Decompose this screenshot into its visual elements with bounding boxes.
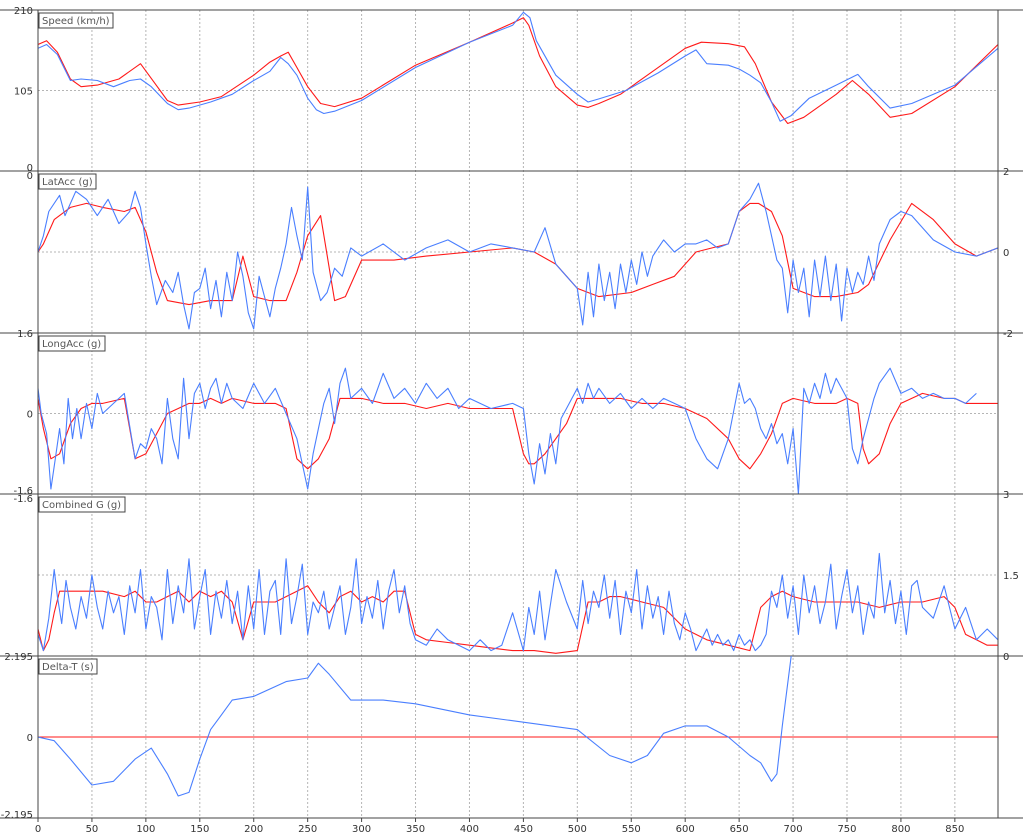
- x-tick-label-8: 400: [460, 824, 479, 835]
- x-tick-label-2: 100: [136, 824, 155, 835]
- x-tick-label-14: 700: [784, 824, 803, 835]
- panel-3-series-0-line: [38, 585, 998, 654]
- panel-1-right-tick-2: -2: [1003, 329, 1013, 340]
- x-tick-label-13: 650: [730, 824, 749, 835]
- panel-3-right-tick-1: 1.5: [1003, 571, 1019, 582]
- panel-3-right-tick-0: 3: [1003, 490, 1009, 501]
- panel-4-left-tick-2: -2.195: [1, 810, 33, 821]
- panel-3-right-tick-2: 0: [1003, 652, 1009, 663]
- x-tick-label-9: 450: [514, 824, 533, 835]
- x-tick-label-16: 800: [891, 824, 910, 835]
- panel-2-title-box: [38, 335, 106, 352]
- panel-4-left-tick-1: 0: [27, 733, 33, 744]
- panel-0-left-tick-1: 105: [14, 87, 33, 98]
- panel-2-left-tick-2: -1.6: [13, 486, 33, 497]
- panel-2-title: LongAcc (g): [42, 339, 101, 350]
- panel-0-left-tick-2: 0: [27, 163, 33, 174]
- panel-3-left-tick-0: -1.6: [13, 494, 33, 505]
- x-tick-label-1: 50: [86, 824, 99, 835]
- x-tick-label-10: 500: [568, 824, 587, 835]
- panel-1-series-1-line: [38, 182, 998, 330]
- panel-0-title-box: [38, 12, 114, 29]
- x-tick-label-11: 550: [622, 824, 641, 835]
- panel-0-left-tick-0: 210: [14, 6, 33, 17]
- x-tick-label-15: 750: [837, 824, 856, 835]
- x-tick-label-5: 250: [298, 824, 317, 835]
- panel-3-series-1-line: [38, 552, 998, 652]
- panel-4-title-box: [38, 658, 98, 675]
- panel-0-series-1-line: [38, 11, 998, 122]
- panel-1-right-tick-0: 2: [1003, 167, 1009, 178]
- panel-2-series-1-line: [38, 367, 977, 494]
- panel-1-title: LatAcc (g): [42, 177, 93, 188]
- x-tick-label-3: 150: [190, 824, 209, 835]
- panel-3-title-box: [38, 496, 126, 513]
- panel-2-left-tick-0: 1.6: [17, 329, 33, 340]
- panel-1-series-0-line: [38, 202, 998, 306]
- panel-4-title: Delta-T (s): [42, 662, 94, 673]
- panel-1-title-box: [38, 173, 97, 190]
- x-tick-label-7: 350: [406, 824, 425, 835]
- panel-2-left-tick-1: 0: [27, 410, 33, 421]
- x-tick-label-6: 300: [352, 824, 371, 835]
- x-tick-label-17: 850: [945, 824, 964, 835]
- panel-4-left-tick-0: 2.195: [4, 652, 33, 663]
- x-tick-label-4: 200: [244, 824, 263, 835]
- x-tick-label-12: 600: [676, 824, 695, 835]
- panel-1-right-tick-1: 0: [1003, 248, 1009, 259]
- x-tick-label-0: 0: [35, 824, 41, 835]
- panel-1-left-tick-0: 0: [27, 171, 33, 182]
- panel-0-title: Speed (km/h): [42, 16, 110, 27]
- panel-4-series-1-line: [38, 656, 792, 797]
- panel-0-series-0-line: [38, 17, 998, 125]
- panel-3-title: Combined G (g): [42, 500, 121, 511]
